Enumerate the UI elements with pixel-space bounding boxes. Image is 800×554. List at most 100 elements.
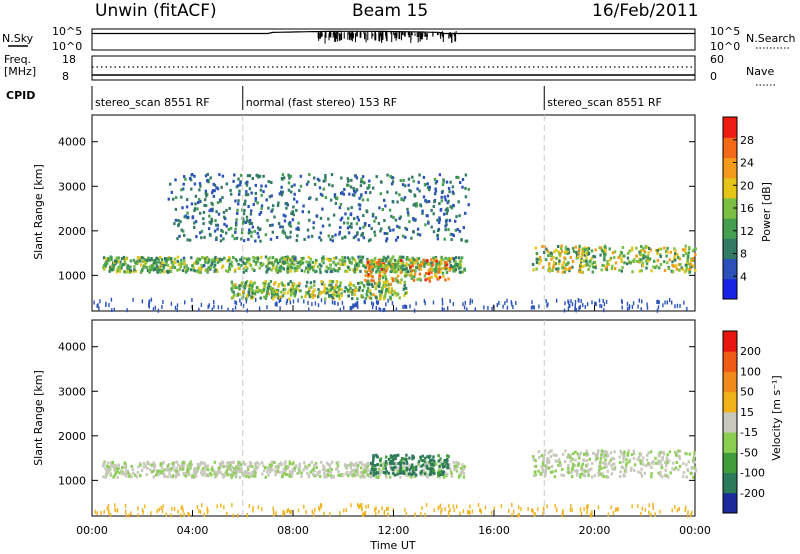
near-range-noise <box>242 303 245 308</box>
power-cell <box>694 253 697 257</box>
near-range-noise <box>512 305 514 310</box>
power-cell <box>177 263 180 267</box>
power-cell <box>324 176 327 180</box>
freq-box <box>91 55 696 81</box>
power-cell <box>312 268 315 272</box>
velocity-cell <box>123 461 126 465</box>
power-cell <box>640 245 643 248</box>
power-cell <box>367 273 370 276</box>
velocity-cell <box>440 470 444 474</box>
velocity-cell <box>210 473 213 477</box>
power-cell <box>294 288 298 292</box>
power-cell <box>362 214 365 218</box>
power-cell <box>211 189 215 193</box>
velocity-cell <box>548 466 551 470</box>
power-cell <box>396 265 399 269</box>
power-cell <box>583 259 586 263</box>
power-cell <box>451 185 455 189</box>
near-range-noise <box>413 308 416 313</box>
power-cell <box>440 262 443 266</box>
power-cell <box>355 222 359 226</box>
near-range-noise <box>110 297 113 302</box>
velocity-cell <box>395 454 398 458</box>
power-cell <box>329 270 333 274</box>
power-cell <box>644 245 647 248</box>
velocity-cell <box>581 462 584 466</box>
velocity-cell <box>253 467 256 471</box>
power-cell <box>331 296 334 300</box>
power-cell <box>368 264 371 268</box>
power-cell <box>330 283 333 287</box>
power-cell <box>372 279 375 283</box>
velocity-cell <box>550 464 554 468</box>
near-range-noise <box>490 510 493 515</box>
power-cell <box>289 258 292 262</box>
velocity-cell <box>399 467 402 471</box>
velocity-cell <box>245 470 248 474</box>
power-cell <box>193 182 197 186</box>
velocity-cell <box>594 452 597 456</box>
power-cell <box>194 220 198 224</box>
power-cell <box>318 236 321 240</box>
power-cell <box>280 256 283 260</box>
power-cell <box>349 283 353 286</box>
power-cell <box>191 264 194 268</box>
power-cell <box>281 283 284 287</box>
velocity-cell <box>415 473 418 477</box>
velocity-cell <box>547 451 550 455</box>
power-cell <box>324 179 327 183</box>
velocity-cell <box>383 461 386 465</box>
power-cell <box>537 258 540 261</box>
power-cell <box>358 196 361 200</box>
power-cell <box>418 233 422 237</box>
power-cell <box>136 255 140 259</box>
velocity-cell <box>661 458 664 462</box>
near-range-noise <box>567 299 569 304</box>
power-cbar-tick: 4 <box>740 270 747 283</box>
velocity-cell <box>428 473 432 477</box>
power-cell <box>198 182 202 186</box>
power-cell <box>342 263 345 267</box>
power-cell <box>425 214 428 218</box>
power-cell <box>250 289 253 293</box>
power-cell <box>385 267 388 271</box>
power-cell <box>354 286 357 290</box>
power-cell <box>236 184 240 188</box>
power-cell <box>381 258 385 262</box>
power-cell <box>338 258 341 262</box>
near-range-noise <box>425 503 428 507</box>
power-cell <box>394 265 397 269</box>
velocity-cell <box>359 471 362 474</box>
power-cell <box>351 256 354 260</box>
power-cell <box>370 265 373 269</box>
velocity-cell <box>602 461 605 465</box>
power-cell <box>437 260 440 264</box>
velocity-cell <box>298 464 301 468</box>
near-range-noise <box>232 513 234 518</box>
velocity-cell <box>198 463 202 467</box>
near-range-noise <box>375 511 377 516</box>
power-cell <box>348 258 351 262</box>
power-cell <box>182 187 185 191</box>
power-cell <box>188 177 192 180</box>
power-cell <box>355 188 358 192</box>
velocity-cell <box>639 461 643 465</box>
near-range-noise <box>313 512 315 517</box>
velocity-cell <box>298 462 301 466</box>
power-cell <box>378 275 381 279</box>
power-cell <box>677 268 681 272</box>
velocity-cell <box>607 462 610 466</box>
near-range-noise <box>350 503 352 508</box>
velocity-cell <box>316 471 319 475</box>
velocity-cell <box>655 461 658 465</box>
velocity-cell <box>125 474 128 478</box>
power-cell <box>677 263 681 267</box>
power-cell <box>250 191 253 195</box>
velocity-cell <box>193 467 196 470</box>
velocity-cell <box>384 474 388 477</box>
near-range-noise <box>239 298 241 303</box>
velocity-cell <box>372 454 375 457</box>
power-cell <box>671 260 674 264</box>
power-cell <box>159 261 162 265</box>
velocity-cell <box>209 471 212 475</box>
